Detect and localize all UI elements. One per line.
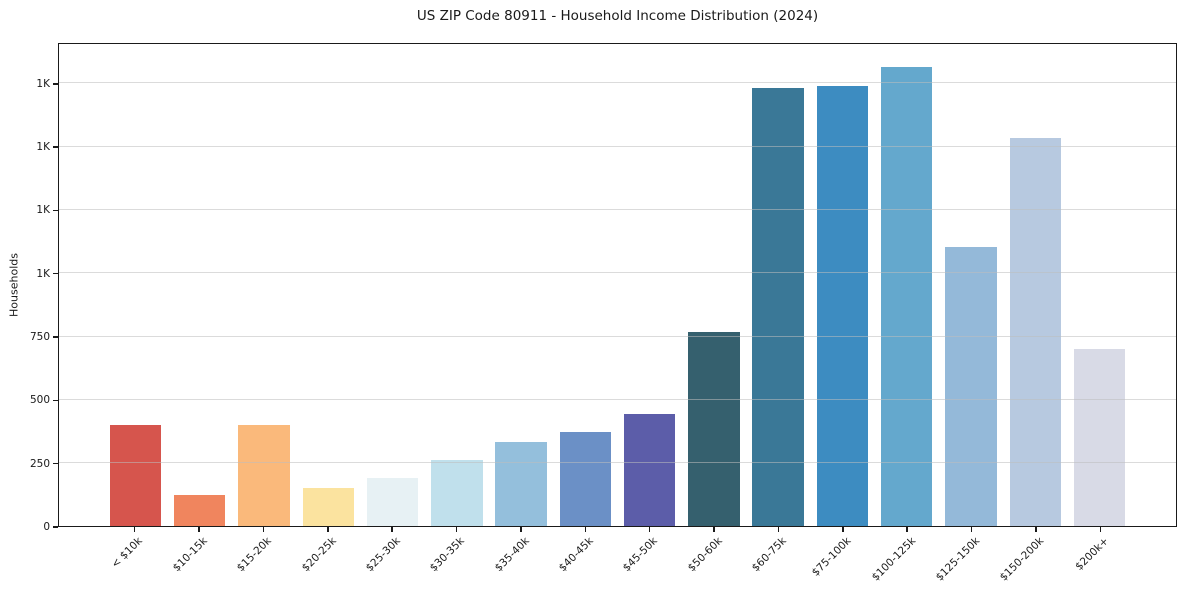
- gridline: [59, 208, 1176, 210]
- bar-$30-35k: [431, 460, 483, 526]
- bar-$200k+: [1073, 349, 1126, 526]
- x-tick-mark: [584, 527, 587, 532]
- plot-area: [58, 43, 1177, 527]
- x-tick-label: $45-50k: [621, 535, 661, 575]
- x-tick-mark: [133, 527, 136, 532]
- y-tick-label: 1K: [36, 77, 50, 90]
- bar-< $10k: [109, 425, 162, 526]
- gridline: [59, 145, 1176, 147]
- x-tick-label: $200k+: [1072, 535, 1111, 573]
- x-tick-label: $35-40k: [492, 535, 532, 575]
- bar-$50-60k: [688, 331, 740, 526]
- x-tick-mark: [970, 527, 973, 532]
- bar-$75-100k: [816, 85, 869, 526]
- x-tick-mark: [262, 527, 265, 532]
- y-tick-label: 0: [43, 521, 50, 533]
- x-tick-label: $25-30k: [363, 535, 403, 575]
- y-axis-label: Households: [7, 253, 21, 317]
- y-tick-label: 750: [29, 331, 50, 344]
- x-tick-label: $75-100k: [809, 535, 854, 579]
- x-tick-label: < $10k: [109, 535, 146, 571]
- x-tick-mark: [713, 527, 715, 532]
- x-tick-label: $30-35k: [427, 535, 468, 575]
- y-tick-mark: [53, 83, 58, 85]
- x-tick-label: $100-125k: [869, 535, 918, 584]
- gridline: [59, 82, 1176, 84]
- y-tick-mark: [53, 209, 58, 212]
- x-tick-mark: [777, 527, 780, 532]
- y-tick-label: 1K: [36, 267, 50, 280]
- x-tick-mark: [327, 527, 329, 532]
- y-tick-mark: [53, 272, 58, 275]
- x-tick-mark: [198, 527, 200, 532]
- y-tick-label: 1K: [36, 141, 50, 154]
- x-tick-mark: [520, 527, 522, 532]
- chart-title: US ZIP Code 80911 - Household Income Dis…: [416, 8, 819, 24]
- bar-$15-20k: [238, 425, 290, 526]
- x-tick-mark: [906, 527, 908, 532]
- x-tick-mark: [391, 527, 393, 532]
- x-tick-mark: [1099, 527, 1102, 532]
- x-tick-label: $15-20k: [234, 535, 274, 575]
- bar-$60-75k: [752, 87, 804, 526]
- y-tick-label: 250: [29, 457, 50, 470]
- x-tick-label: $50-60k: [685, 535, 725, 575]
- y-tick-mark: [53, 526, 58, 528]
- x-tick-mark: [455, 527, 458, 532]
- bar-$10-15k: [174, 495, 226, 526]
- bar-$125-150k: [945, 247, 997, 526]
- y-tick-mark: [53, 146, 58, 148]
- x-tick-label: $60-75k: [749, 535, 789, 575]
- y-tick-mark: [53, 399, 58, 402]
- bar-$45-50k: [623, 413, 676, 526]
- x-tick-mark: [648, 527, 651, 532]
- bar-$20-25k: [302, 488, 354, 526]
- y-tick-label: 500: [29, 394, 50, 407]
- y-tick-mark: [53, 462, 58, 465]
- x-tick-label: $150-200k: [997, 535, 1047, 584]
- gridline: [59, 335, 1176, 337]
- x-tick-label: $20-25k: [299, 535, 339, 575]
- bar-$100-125k: [881, 66, 933, 526]
- bar-$25-30k: [366, 478, 419, 526]
- x-tick-label: $125-150k: [933, 535, 983, 584]
- gridline: [59, 272, 1176, 274]
- x-tick-label: $10-15k: [170, 535, 210, 575]
- bar-$35-40k: [495, 442, 547, 526]
- x-tick-label: $40-45k: [556, 535, 596, 575]
- x-tick-mark: [842, 527, 844, 532]
- x-tick-mark: [1035, 527, 1037, 532]
- bar-$40-45k: [559, 432, 612, 526]
- gridline: [59, 398, 1176, 400]
- y-tick-label: 1K: [36, 204, 50, 217]
- gridline: [59, 462, 1176, 464]
- bar-$150-200k: [1009, 137, 1061, 526]
- y-tick-mark: [53, 336, 58, 338]
